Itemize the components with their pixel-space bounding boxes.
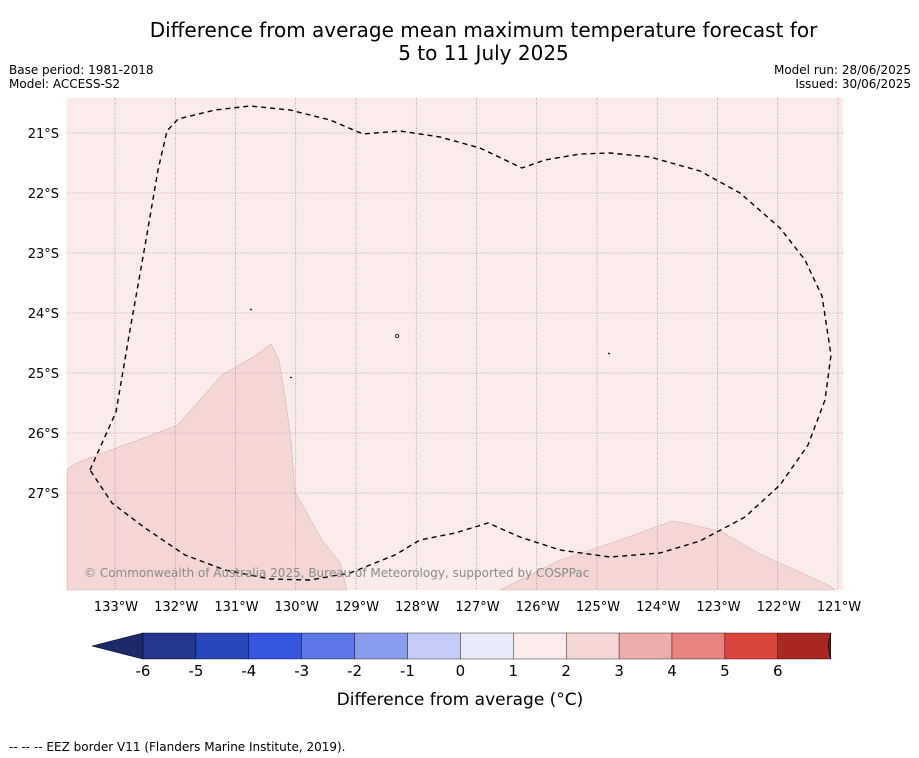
map-title-line1: Difference from average mean maximum tem… (149, 18, 818, 42)
meta-left: Base period: 1981-2018 Model: ACCESS-S2 (9, 63, 154, 91)
latitude-label: 22°S (28, 187, 59, 202)
colorbar-segment (671, 632, 726, 660)
longitude-label: 124°W (636, 600, 680, 615)
longitude-label: 123°W (696, 600, 740, 615)
colorbar-segment (513, 632, 567, 660)
anomaly-region-west (66, 343, 348, 591)
colorbar-tick-label: 0 (456, 662, 466, 680)
colorbar-segment (301, 632, 355, 660)
colorbar-label: Difference from average (°C) (337, 690, 584, 710)
colorbar-tick-label: -2 (347, 662, 362, 680)
colorbar-over-arrow (827, 632, 832, 660)
latitude-label: 26°S (28, 427, 59, 442)
colorbar-tick-label: 5 (720, 662, 730, 680)
longitude-label: 132°W (154, 600, 198, 615)
colorbar-segment (777, 632, 831, 660)
eez-legend-text: -- -- -- EEZ border V11 (Flanders Marine… (9, 740, 346, 754)
longitude-label: 131°W (214, 600, 258, 615)
latitude-label: 27°S (28, 487, 59, 502)
colorbar-tick-label: 1 (509, 662, 519, 680)
colorbar-segment (407, 632, 461, 660)
longitude-label: 129°W (335, 600, 379, 615)
issued-text: Issued: 30/06/2025 (795, 77, 911, 91)
model-run-text: Model run: 28/06/2025 (773, 63, 911, 77)
colorbar-segment (566, 632, 620, 660)
longitude-label: 130°W (275, 600, 319, 615)
colorbar-under-arrow (91, 632, 144, 660)
longitude-labels: 133°W 132°W 131°W 130°W 129°W 128°W 127°W 126°W… (94, 600, 861, 615)
latitude-label: 25°S (28, 367, 59, 382)
longitude-label: 121°W (817, 600, 861, 615)
colorbar-tick-label: 6 (773, 662, 783, 680)
latitude-label: 21°S (28, 127, 59, 142)
colorbar-segment (142, 632, 197, 660)
eez-border (89, 105, 832, 581)
meta-right: Model run: 28/06/2025 Issued: 30/06/2025 (774, 63, 911, 91)
island-mark (249, 308, 253, 311)
colorbar-tick-label: 4 (667, 662, 677, 680)
longitude-label: 125°W (576, 600, 620, 615)
colorbar-segment (724, 632, 779, 660)
island-mark (394, 333, 399, 338)
base-period-text: Base period: 1981-2018 (9, 63, 154, 77)
colorbar-segment (460, 632, 514, 660)
colorbar-tick-label: -5 (188, 662, 203, 680)
colorbar-tick-labels: -6 -5 -4 -3 -2 -1 0 1 2 3 4 5 6 (136, 662, 783, 680)
longitude-label: 122°W (757, 600, 801, 615)
island-mark (289, 376, 293, 379)
latitude-label: 23°S (28, 247, 59, 262)
longitude-label: 128°W (395, 600, 439, 615)
island-mark (607, 352, 611, 355)
colorbar-tick-label: 3 (614, 662, 624, 680)
colorbar-segment (195, 632, 249, 660)
colorbar-tick-label: -3 (294, 662, 309, 680)
longitude-label: 133°W (94, 600, 138, 615)
colorbar-tick-label: -4 (241, 662, 256, 680)
longitude-label: 126°W (516, 600, 560, 615)
map-title-line2: 5 to 11 July 2025 (398, 41, 569, 65)
copyright-text: © Commonwealth of Australia 2025, Bureau… (84, 566, 589, 580)
gridlines (67, 98, 843, 590)
colorbar (91, 632, 832, 660)
longitude-label: 127°W (455, 600, 499, 615)
colorbar-segment (354, 632, 408, 660)
colorbar-tick-label: -6 (136, 662, 151, 680)
model-text: Model: ACCESS-S2 (9, 77, 121, 91)
anomaly-region-southeast (499, 520, 836, 591)
colorbar-tick-label: -1 (400, 662, 415, 680)
colorbar-segment (248, 632, 302, 660)
latitude-labels: 21°S 22°S 23°S 24°S 25°S 26°S 27°S (28, 127, 59, 502)
colorbar-tick-label: 2 (561, 662, 571, 680)
colorbar-segment (618, 632, 673, 660)
latitude-label: 24°S (28, 307, 59, 322)
